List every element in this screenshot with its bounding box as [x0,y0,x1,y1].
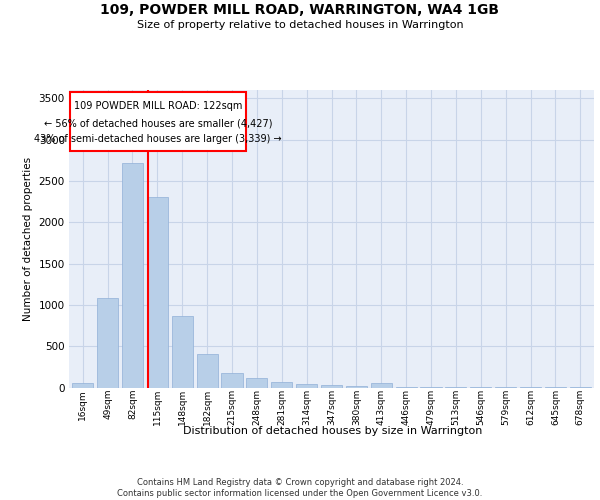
Bar [97,298,118,388]
Bar [395,387,417,388]
Text: 109, POWDER MILL ROAD, WARRINGTON, WA4 1GB: 109, POWDER MILL ROAD, WARRINGTON, WA4 1… [101,2,499,16]
Text: ← 56% of detached houses are smaller (4,427): ← 56% of detached houses are smaller (4,… [44,118,272,128]
Text: Contains HM Land Registry data © Crown copyright and database right 2024.
Contai: Contains HM Land Registry data © Crown c… [118,478,482,498]
Bar [321,386,342,388]
Bar [371,384,392,388]
Bar [197,354,218,388]
Bar [246,378,268,388]
Bar [72,384,93,388]
Bar [172,316,193,388]
Bar [221,373,242,388]
FancyBboxPatch shape [70,92,245,151]
Bar [346,386,367,388]
Bar [122,162,143,388]
Text: Size of property relative to detached houses in Warrington: Size of property relative to detached ho… [137,20,463,30]
Text: Distribution of detached houses by size in Warrington: Distribution of detached houses by size … [184,426,482,436]
Bar [147,198,168,388]
Y-axis label: Number of detached properties: Number of detached properties [23,156,33,321]
Bar [271,382,292,388]
Bar [296,384,317,388]
Text: 43% of semi-detached houses are larger (3,339) →: 43% of semi-detached houses are larger (… [34,134,282,144]
Text: 109 POWDER MILL ROAD: 122sqm: 109 POWDER MILL ROAD: 122sqm [74,100,242,110]
